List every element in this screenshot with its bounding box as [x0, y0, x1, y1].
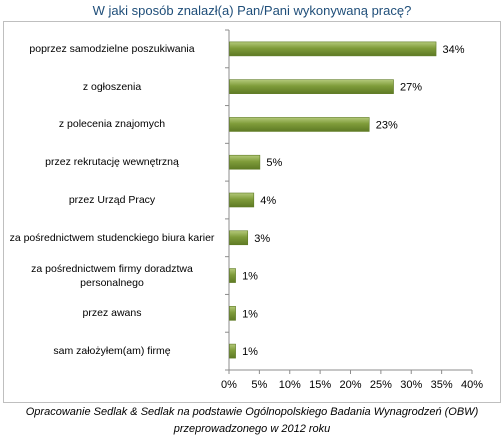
category-label: przez awans — [82, 307, 142, 320]
x-tick-label: 40% — [461, 379, 483, 391]
x-tick-label: 30% — [400, 379, 422, 391]
category-label: z ogłoszenia — [82, 80, 142, 93]
data-label: 34% — [443, 44, 465, 56]
bar — [229, 230, 249, 246]
category-label: przez rekrutację wewnętrzną — [45, 156, 179, 169]
data-label: 5% — [266, 157, 282, 169]
category-label: za pośrednictwem firmy doradztwa persona… — [31, 262, 193, 289]
x-tick-label: 15% — [309, 379, 331, 391]
category-label: przez Urząd Pracy — [68, 194, 156, 206]
category-label: z polecenia znajomych — [58, 118, 166, 131]
category-label: sam założyłem(am) firmę — [53, 345, 171, 358]
bar — [229, 79, 394, 94]
source-note: Opracowanie Sedlak & Sedlak na podstawie… — [0, 404, 504, 438]
x-tick-label: 10% — [279, 379, 301, 391]
chart-area — [3, 21, 501, 403]
bar — [229, 343, 236, 359]
bar — [229, 41, 437, 57]
x-tick-label: 0% — [221, 379, 237, 391]
bar — [229, 306, 236, 321]
x-tick-label: 5% — [251, 379, 267, 391]
chart-title: W jaki sposób znalazł(a) Pan/Pani wykony… — [92, 3, 412, 18]
data-label: 1% — [242, 271, 258, 283]
category-label: za pośrednictwem studenckiego biura kari… — [9, 231, 215, 244]
source-note-line-1: Opracowanie Sedlak & Sedlak na podstawie… — [25, 406, 479, 418]
bar — [229, 117, 370, 132]
data-label: 4% — [260, 195, 276, 207]
source-note-line-2: przeprowadzonego w 2012 roku — [173, 423, 331, 435]
x-tick-label: 20% — [339, 379, 361, 391]
data-label: 1% — [242, 346, 258, 358]
category-label: poprzez samodzielne poszukiwania — [29, 42, 195, 55]
data-label: 23% — [376, 119, 398, 131]
bar — [229, 268, 236, 283]
data-label: 27% — [400, 82, 422, 94]
bar — [229, 192, 255, 208]
data-label: 3% — [254, 233, 270, 245]
bar — [229, 154, 261, 170]
data-label: 1% — [242, 308, 258, 320]
x-tick-label: 25% — [370, 379, 392, 391]
x-tick-label: 35% — [431, 379, 453, 391]
